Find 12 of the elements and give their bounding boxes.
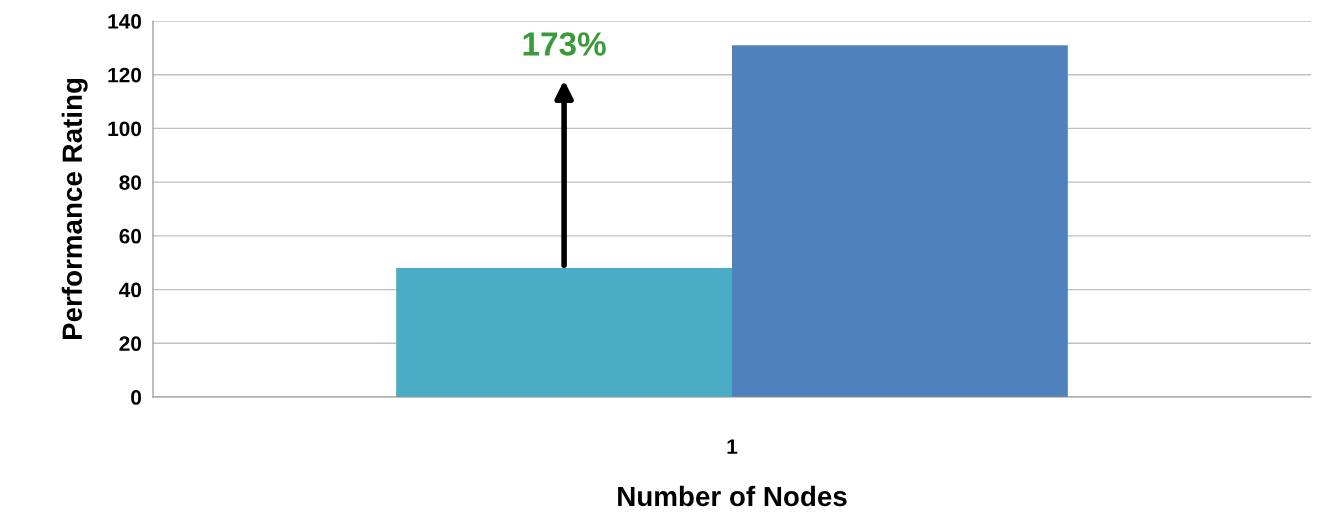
y-tick-label: 20 (119, 336, 142, 352)
y-tick-label: 80 (119, 175, 142, 190)
x-axis-title: Number of Nodes (618, 485, 847, 507)
y-tick-label: 40 (119, 282, 142, 298)
x-tick-label: 1 (727, 439, 738, 454)
annotation: 173% (523, 32, 606, 56)
y-tick-label: 0 (131, 390, 142, 405)
y-axis-title: Performance Rating (61, 78, 88, 340)
y-tick-label: 140 (108, 14, 142, 29)
y-tick-label: 60 (119, 228, 142, 244)
y-tick-label: 120 (108, 67, 142, 83)
y-tick-label: 100 (108, 121, 142, 137)
